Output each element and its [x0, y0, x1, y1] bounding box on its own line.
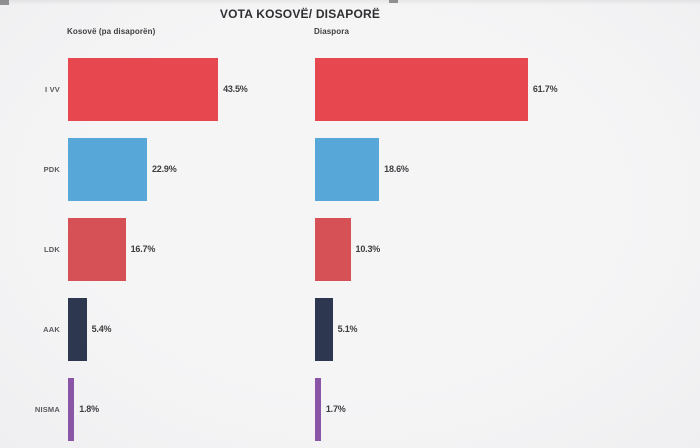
screen-artifact — [389, 0, 398, 3]
bars-panel-kosove: I VV 43.5% PDK 22.9% LDK 16.7% AAK 5.4% NISMA 1.8… — [0, 49, 312, 448]
category-label: I VV — [45, 84, 60, 94]
bar — [315, 297, 333, 361]
bar — [68, 217, 126, 281]
bar-value-label: 10.3% — [355, 244, 381, 254]
bar-value-label: 43.5% — [223, 84, 248, 94]
category-label: LDK — [43, 244, 60, 254]
chart-title: VOTA KOSOVË/ DISAPORË — [219, 7, 381, 21]
top-edge-shading — [0, 0, 700, 5]
bar-row: LDK 16.7% — [0, 209, 312, 289]
bar-row: AAK 5.4% — [0, 289, 312, 369]
bar-value-label: 5.1% — [337, 324, 358, 334]
bar-row: NISMA 1.8% — [0, 369, 312, 448]
panel-header-kosove: Kosovë (pa disaporën) — [67, 27, 156, 36]
bar — [315, 217, 351, 281]
bar-value-label: 18.6% — [384, 164, 409, 174]
bar — [68, 377, 75, 441]
bar — [68, 137, 147, 201]
bar-row: 10.3% — [315, 209, 700, 289]
category-label: PDK — [43, 164, 60, 174]
category-label: AAK — [43, 324, 60, 334]
bar-value-label: 1.8% — [79, 404, 99, 414]
panel-header-diaspora: Diaspora — [314, 27, 350, 36]
screen-artifact — [0, 0, 9, 5]
category-label: NISMA — [34, 404, 60, 414]
bar — [315, 137, 380, 201]
bar-value-label: 22.9% — [152, 164, 177, 174]
bar-row: 18.6% — [315, 129, 700, 209]
bar-row: I VV 43.5% — [0, 49, 312, 129]
bar — [315, 377, 321, 441]
bar-row: 5.1% — [315, 289, 700, 369]
bar-value-label: 5.4% — [91, 324, 112, 334]
bar-value-label: 61.7% — [532, 84, 558, 94]
bar-row: 1.7% — [315, 369, 700, 448]
bars-panel-diaspora: 61.7% 18.6% 10.3% 5.1% 1.7% — [315, 49, 700, 448]
bar — [315, 57, 528, 121]
bar-row: PDK 22.9% — [0, 129, 312, 209]
bar — [68, 297, 87, 361]
bar-value-label: 16.7% — [130, 244, 156, 254]
bar-value-label: 1.7% — [325, 404, 346, 414]
bar — [68, 57, 219, 121]
bar-row: 61.7% — [315, 49, 700, 129]
